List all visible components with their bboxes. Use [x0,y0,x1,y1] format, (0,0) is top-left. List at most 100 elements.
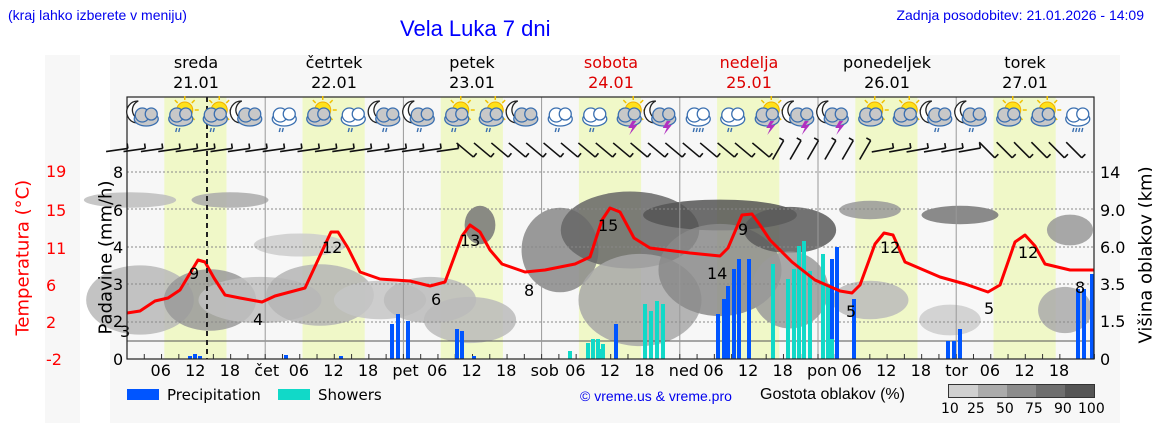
x-tick: 06 [841,361,862,380]
cloud-rain-icon [271,107,297,133]
wind-barb-icon [332,147,355,153]
cloud-rain-icon [582,107,608,133]
wind-barb-icon [577,142,596,158]
precip-tick: 8 [113,163,124,182]
wind-barb-icon [664,142,683,158]
moon-thunder-icon [781,100,815,135]
wind-barb-icon [751,142,770,158]
x-tick: 06 [565,361,586,380]
wind-barb-icon [105,147,129,153]
temp-annotation: 4 [253,310,263,329]
x-tick: 06 [150,361,171,380]
cloud-tick: 3.5 [1100,275,1126,294]
x-tick: 12 [323,361,344,380]
temp-annotation: 9 [738,220,748,239]
precipitation-swatch [127,389,159,400]
copyright-link[interactable]: © vreme.us & vreme.pro [580,388,732,404]
x-tick: 18 [496,361,517,380]
wind-barb-icon [824,140,837,160]
wind-barb-icon [871,147,894,153]
temp-annotation: 12 [322,238,342,257]
moon-thunder-icon [816,100,849,135]
sun-cloud-rain-icon [478,96,510,133]
wind-barb-icon [175,147,198,153]
last-updated: Zadnja posodobitev: 21.01.2026 - 14:09 [896,7,1144,23]
wind-barb-icon [923,147,946,153]
day-header: sreda 21.01 [136,53,256,93]
wind-barb-icon [227,147,250,153]
day-header: nedelja 25.01 [689,53,809,93]
x-tick: 12 [737,361,759,380]
day-header: torek 27.01 [965,53,1085,93]
wind-barb-icon [419,147,442,153]
x-tick: 12 [876,361,897,380]
precip-tick: 3 [113,275,124,294]
moon-cloud-icon [505,100,539,127]
wind-barb-icon [630,142,648,158]
cloud-rain-icon [547,107,573,133]
scale-label: 50 [996,401,1014,417]
scale-label: 25 [967,401,985,417]
day-date: 27.01 [1002,73,1048,92]
x-tick: sob [530,361,559,380]
wind-barb-icon [508,142,527,158]
sun-cloud-rain-icon [202,96,234,133]
moon-cloud-rain-icon [919,100,953,133]
wind-barb-icon [314,147,337,153]
cloud-rain-icon [340,107,366,133]
moon-cloud-rain-icon [954,100,987,133]
location-hint-link[interactable]: (kraj lahko izberete v meniju) [8,7,187,23]
sun-cloud-icon [306,96,337,127]
day-name: nedelja [719,53,779,72]
sun-cloud-icon [996,96,1027,127]
day-name: četrtek [305,53,363,72]
x-tick: 18 [772,361,793,380]
temp-tick: 15 [46,201,67,220]
day-name: petek [449,53,495,72]
day-date: 26.01 [864,73,910,92]
cloud-heavy-rain-icon [1065,107,1091,133]
x-tick: čet [254,361,280,380]
wind-barb-icon [1013,141,1031,159]
cloud-tick: 1.5 [1100,312,1126,331]
x-tick: 06 [426,361,448,380]
temp-tick: 19 [46,162,67,181]
wind-barb-icon [436,147,459,153]
wind-barb-icon [366,147,390,153]
wind-barb-icon [543,142,561,158]
wind-barb-icon [647,142,666,158]
day-date: 24.01 [588,73,634,92]
sun-cloud-icon [1030,96,1062,127]
x-tick: 06 [288,361,310,380]
wind-barb-icon [682,142,701,158]
wind-barb-icon [789,140,802,160]
day-name: ponedeljek [843,53,931,72]
wind-barb-icon [210,147,233,153]
temp-annotation: 8 [1075,278,1085,297]
wind-barb-icon [806,140,820,160]
wind-barb-icon [978,141,996,159]
moon-cloud-rain-icon [367,100,401,133]
sun-thunder-icon [616,96,648,135]
cloud-height-axis-label: Višina oblakov (km) [1135,166,1152,344]
showers-legend: Showers [318,386,382,404]
wind-barb-icon [279,147,303,153]
cloud-density-label: Gostota oblakov (%) [760,386,905,403]
x-tick: pet [392,361,419,380]
cloud-tick: 9.0 [1100,201,1126,220]
x-tick: 12 [1014,361,1035,380]
sun-cloud-rain-icon [168,96,199,133]
wind-barb-icon [349,147,372,153]
sun-thunder-icon [754,96,786,135]
day-header: petek 23.01 [412,53,532,93]
wind-barb-icon [889,147,911,153]
scale-label: 75 [1025,401,1043,417]
temp-tick: 6 [46,276,57,295]
day-header: sobota 24.01 [551,53,671,93]
x-tick: ned [668,361,699,380]
x-tick: 06 [703,361,724,380]
x-tick: 12 [461,361,482,380]
wind-barb-icon [996,141,1013,159]
wind-barb-icon [941,147,964,153]
